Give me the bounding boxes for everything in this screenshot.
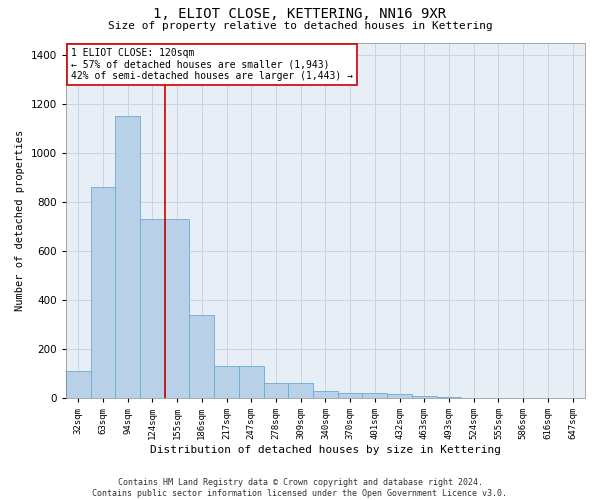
Bar — [115, 116, 140, 398]
Bar — [313, 391, 338, 398]
Bar — [387, 394, 412, 398]
Bar — [239, 366, 263, 398]
Bar — [190, 315, 214, 398]
Bar — [412, 396, 437, 398]
Bar — [289, 384, 313, 398]
Y-axis label: Number of detached properties: Number of detached properties — [15, 130, 25, 311]
Bar — [338, 394, 362, 398]
Bar — [263, 384, 289, 398]
Bar — [140, 219, 165, 398]
Bar — [66, 371, 91, 398]
Bar — [214, 366, 239, 398]
Bar — [437, 397, 461, 398]
Bar — [165, 219, 190, 398]
Text: Contains HM Land Registry data © Crown copyright and database right 2024.
Contai: Contains HM Land Registry data © Crown c… — [92, 478, 508, 498]
Text: Size of property relative to detached houses in Kettering: Size of property relative to detached ho… — [107, 21, 493, 31]
Text: 1, ELIOT CLOSE, KETTERING, NN16 9XR: 1, ELIOT CLOSE, KETTERING, NN16 9XR — [154, 8, 446, 22]
Bar — [91, 187, 115, 398]
Text: 1 ELIOT CLOSE: 120sqm
← 57% of detached houses are smaller (1,943)
42% of semi-d: 1 ELIOT CLOSE: 120sqm ← 57% of detached … — [71, 48, 353, 81]
Bar — [362, 394, 387, 398]
X-axis label: Distribution of detached houses by size in Kettering: Distribution of detached houses by size … — [150, 445, 501, 455]
